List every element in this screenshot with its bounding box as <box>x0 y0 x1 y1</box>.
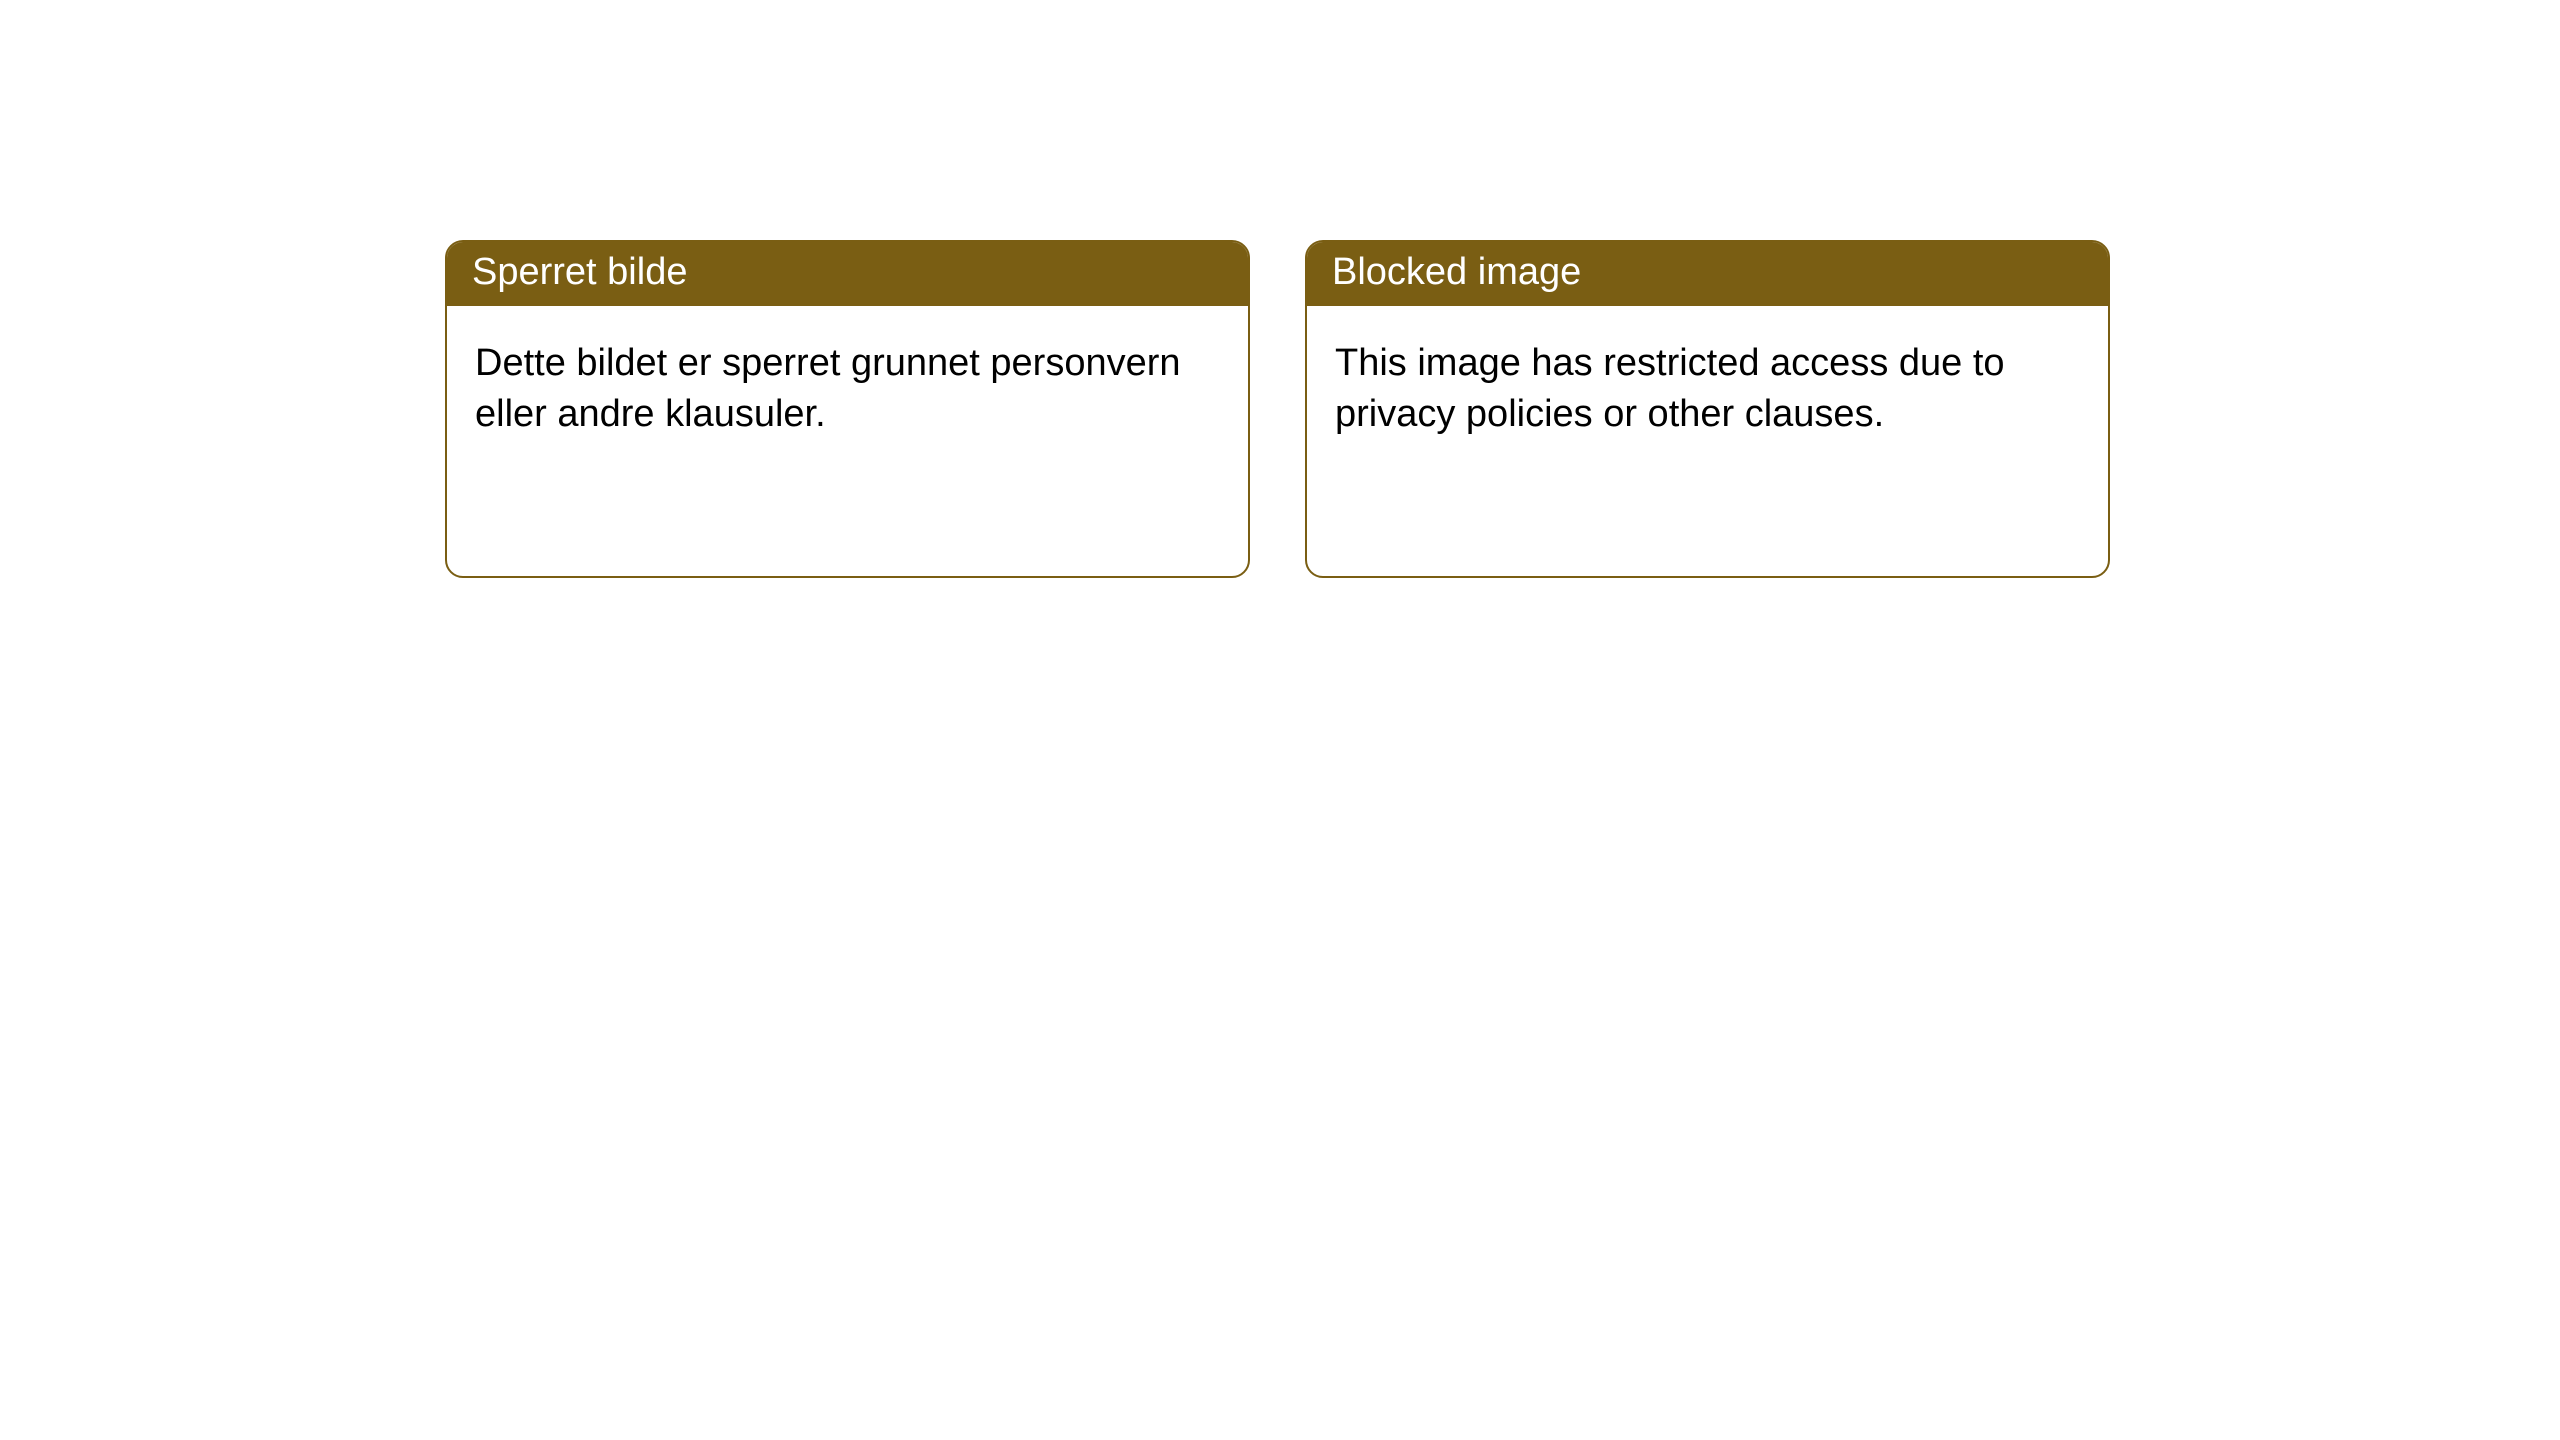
notice-card-norwegian: Sperret bilde Dette bildet er sperret gr… <box>445 240 1250 578</box>
notice-card-english: Blocked image This image has restricted … <box>1305 240 2110 578</box>
notice-container: Sperret bilde Dette bildet er sperret gr… <box>0 0 2560 578</box>
notice-body-norwegian: Dette bildet er sperret grunnet personve… <box>447 306 1248 576</box>
notice-title-norwegian: Sperret bilde <box>447 242 1248 306</box>
notice-title-english: Blocked image <box>1307 242 2108 306</box>
notice-body-english: This image has restricted access due to … <box>1307 306 2108 576</box>
